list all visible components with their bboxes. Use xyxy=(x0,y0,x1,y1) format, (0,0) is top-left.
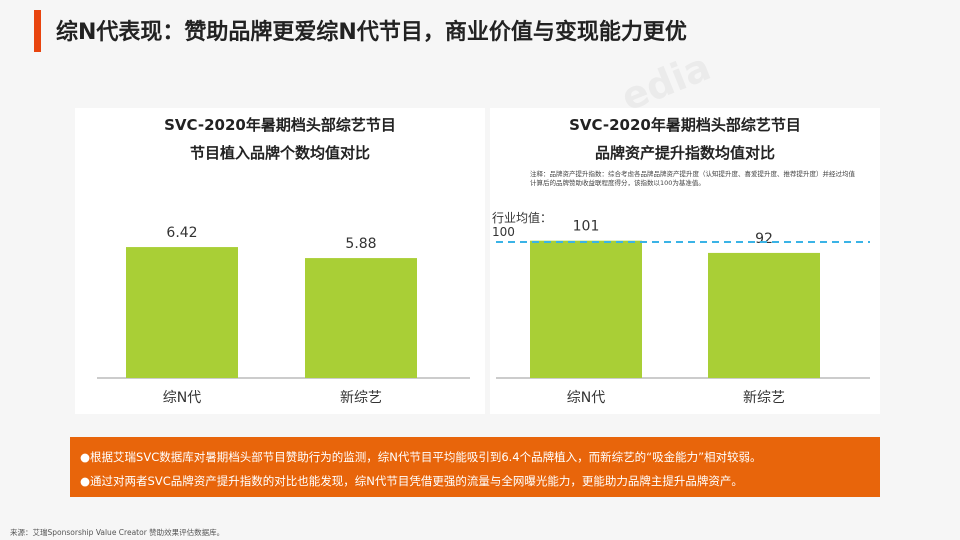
chart-title: SVC-2020年暑期档头部综艺节目 xyxy=(164,116,396,134)
bar-chart-brand-count: 6.42 综N代 5.88 新综艺 xyxy=(97,225,470,406)
category-label: 综N代 xyxy=(163,390,201,406)
bar xyxy=(305,258,417,378)
bar xyxy=(530,240,642,378)
chart-subtitle: 节目植入品牌个数均值对比 xyxy=(189,144,370,162)
category-label: 新综艺 xyxy=(340,390,382,406)
data-label: 5.88 xyxy=(345,236,376,252)
data-label: 92 xyxy=(755,231,773,247)
chart-note: 注释：品牌资产提升指数：综合考虑各品牌品牌资产提升度（认知提升度、喜爱提升度、推… xyxy=(530,170,855,187)
chart-subtitle: 品牌资产提升指数均值对比 xyxy=(594,144,775,162)
reference-value: 100 xyxy=(492,225,515,239)
data-label: 101 xyxy=(573,219,600,235)
page-title: 综N代表现：赞助品牌更爱综N代节目，商业价值与变现能力更优 xyxy=(56,20,687,45)
chart-panel-brand-asset-index: SVC-2020年暑期档头部综艺节目 品牌资产提升指数均值对比 注释：品牌资产提… xyxy=(490,108,880,414)
title-accent-bar xyxy=(34,10,41,52)
bar xyxy=(126,247,238,378)
bar xyxy=(708,252,820,378)
summary-point: ●通过对两者SVC品牌资产提升指数的对比也能发现，综N代节目凭借更强的流量与全网… xyxy=(80,474,743,488)
chart-title: SVC-2020年暑期档头部综艺节目 xyxy=(569,116,801,134)
category-label: 综N代 xyxy=(567,390,605,406)
data-label: 6.42 xyxy=(166,225,197,241)
summary-point: ●根据艾瑞SVC数据库对暑期档头部节目赞助行为的监测，综N代节目平均能吸引到6.… xyxy=(80,450,762,464)
category-label: 新综艺 xyxy=(743,390,785,406)
bar-chart-brand-asset-index: 101 综N代 92 新综艺 行业均值：100 xyxy=(492,210,870,406)
source-note: 来源：艾瑞Sponsorship Value Creator 赞助效果评估数据库… xyxy=(10,528,225,537)
reference-label: 行业均值： xyxy=(492,210,552,225)
summary-box: ●根据艾瑞SVC数据库对暑期档头部节目赞助行为的监测，综N代节目平均能吸引到6.… xyxy=(70,437,880,497)
chart-panel-brand-count: SVC-2020年暑期档头部综艺节目 节目植入品牌个数均值对比 6.42 综N代 5… xyxy=(75,108,485,414)
